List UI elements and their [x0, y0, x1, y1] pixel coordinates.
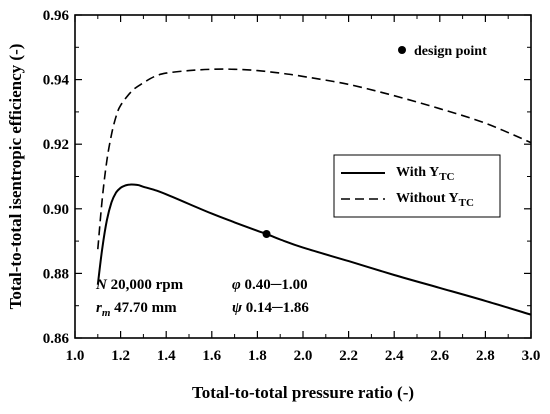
x-tick-label: 1.0: [66, 348, 85, 364]
y-tick-label: 0.86: [43, 331, 70, 347]
x-tick-label: 1.8: [248, 348, 267, 364]
legend-label-without-ytc-sub: TC: [459, 197, 474, 209]
annotation-radius-symbol: r: [96, 300, 102, 316]
design-point-legend-label: design point: [414, 44, 487, 59]
legend-box: [333, 154, 501, 218]
legend-label-with-ytc-sub: TC: [439, 171, 454, 183]
design-point-marker: [262, 229, 271, 238]
annotation-line-2: rm 47.70 mm ψ 0.14─1.86: [96, 300, 309, 319]
annotation-radius-value: 47.70 mm: [110, 300, 177, 316]
annotation-radius-subscript: m: [102, 307, 111, 319]
x-tick-label: 2.0: [294, 348, 313, 364]
x-tick-label: 2.6: [430, 348, 449, 364]
y-tick-label: 0.92: [43, 137, 69, 153]
tick-labels: 1.0 1.2 1.4 1.6 1.8 2.0 2.2 2.4 2.6 2.8 3.0 0.86 0.8…: [43, 8, 541, 364]
legend: With YTC Without YTC: [333, 154, 501, 218]
x-tick-label: 1.6: [202, 348, 221, 364]
x-tick-label: 2.2: [339, 348, 358, 364]
legend-label-with-ytc: With YTC: [396, 165, 455, 183]
y-axis-title: Total-to-total isentropic efficiency (-): [6, 44, 25, 310]
design-point-legend-marker: [398, 46, 406, 54]
y-tick-label: 0.90: [43, 202, 69, 218]
x-axis-title: Total-to-total pressure ratio (-): [192, 383, 414, 402]
annotation-phi-range: 0.40─1.00: [241, 277, 308, 293]
annotation-psi-symbol: ψ: [232, 300, 243, 316]
x-tick-label: 3.0: [522, 348, 541, 364]
annotation-psi-range: 0.14─1.86: [242, 300, 309, 316]
axis-ticks: [74, 14, 532, 339]
annotation-speed-value: 20,000 rpm: [107, 277, 184, 293]
legend-label-without-ytc: Without YTC: [396, 191, 474, 209]
x-tick-label: 2.8: [476, 348, 495, 364]
legend-label-with-ytc-main: With Y: [396, 165, 439, 180]
y-tick-label: 0.96: [43, 8, 70, 24]
series-group: [96, 68, 532, 316]
x-tick-label: 1.4: [157, 348, 176, 364]
y-tick-label: 0.88: [43, 266, 69, 282]
series-line-with-ytc: [96, 183, 532, 316]
annotation-speed-symbol: N: [95, 277, 108, 293]
annotation-phi-symbol: φ: [232, 277, 241, 293]
y-tick-label: 0.94: [43, 73, 70, 89]
legend-label-without-ytc-main: Without Y: [396, 191, 459, 206]
series-line-without-ytc: [97, 68, 532, 250]
x-tick-label: 1.2: [111, 348, 130, 364]
x-tick-label: 2.4: [385, 348, 404, 364]
annotation-line-1: N 20,000 rpm φ 0.40─1.00: [95, 277, 308, 293]
